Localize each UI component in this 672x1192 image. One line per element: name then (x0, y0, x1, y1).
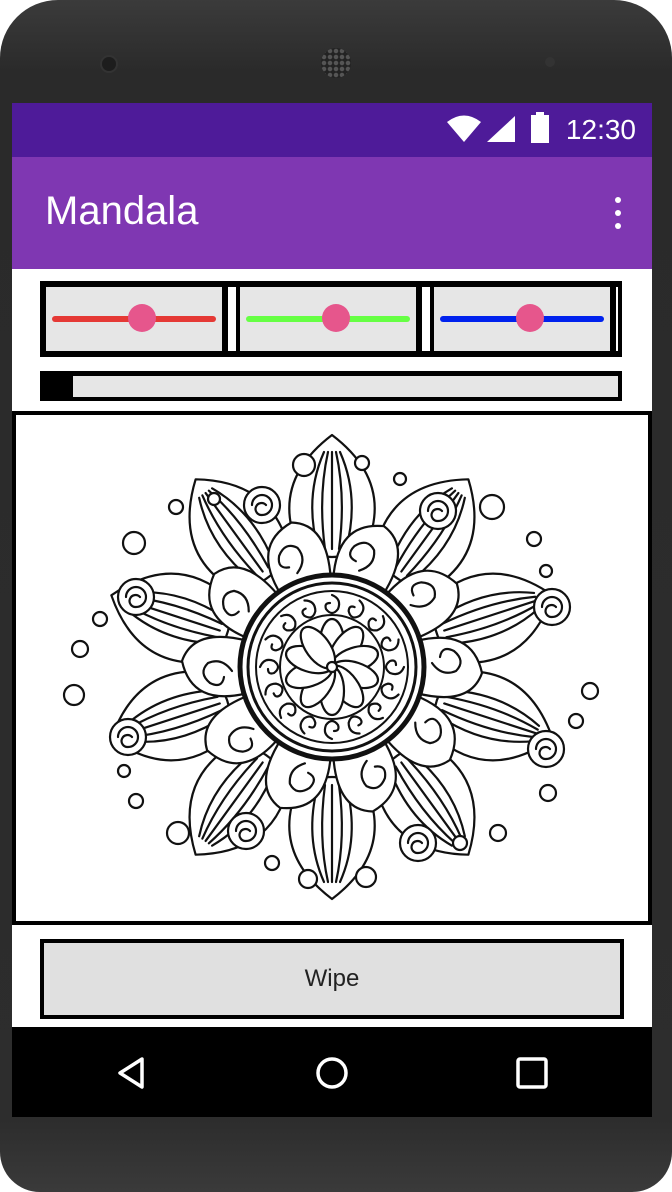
progress-bar (40, 371, 622, 401)
app-title: Mandala (45, 189, 199, 233)
red-slider[interactable] (46, 287, 222, 351)
slider-gap (616, 287, 618, 351)
green-slider[interactable] (240, 287, 416, 351)
mandala-drawing (62, 433, 600, 901)
more-vert-icon[interactable] (614, 197, 622, 231)
signal-icon (487, 116, 515, 142)
drawing-canvas[interactable] (16, 415, 648, 921)
screen: 12:30 Mandala (12, 103, 652, 1117)
canvas-frame (12, 411, 652, 925)
progress-fill (44, 376, 73, 397)
status-time: 12:30 (565, 114, 636, 145)
red-slider-thumb[interactable] (128, 304, 157, 332)
slider-gap (422, 287, 430, 351)
earpiece-speaker (321, 48, 351, 78)
back-icon[interactable] (110, 1051, 154, 1095)
main-content: Wipe (12, 269, 652, 1027)
blue-slider-thumb[interactable] (516, 304, 545, 332)
navigation-bar (12, 1027, 652, 1117)
battery-icon (531, 112, 549, 143)
progress-track (70, 376, 618, 397)
blue-slider[interactable] (434, 287, 610, 351)
home-icon[interactable] (310, 1051, 354, 1095)
slider-gap (228, 287, 236, 351)
wipe-button-frame: Wipe (40, 939, 624, 1019)
app-bar: Mandala (12, 157, 652, 269)
wipe-button[interactable]: Wipe (44, 943, 620, 1015)
proximity-sensor (545, 57, 555, 67)
color-slider-row (40, 281, 622, 357)
front-camera (102, 57, 116, 71)
recents-icon[interactable] (510, 1051, 554, 1095)
wifi-icon (447, 115, 481, 142)
status-bar: 12:30 (12, 103, 652, 157)
green-slider-thumb[interactable] (322, 304, 351, 332)
